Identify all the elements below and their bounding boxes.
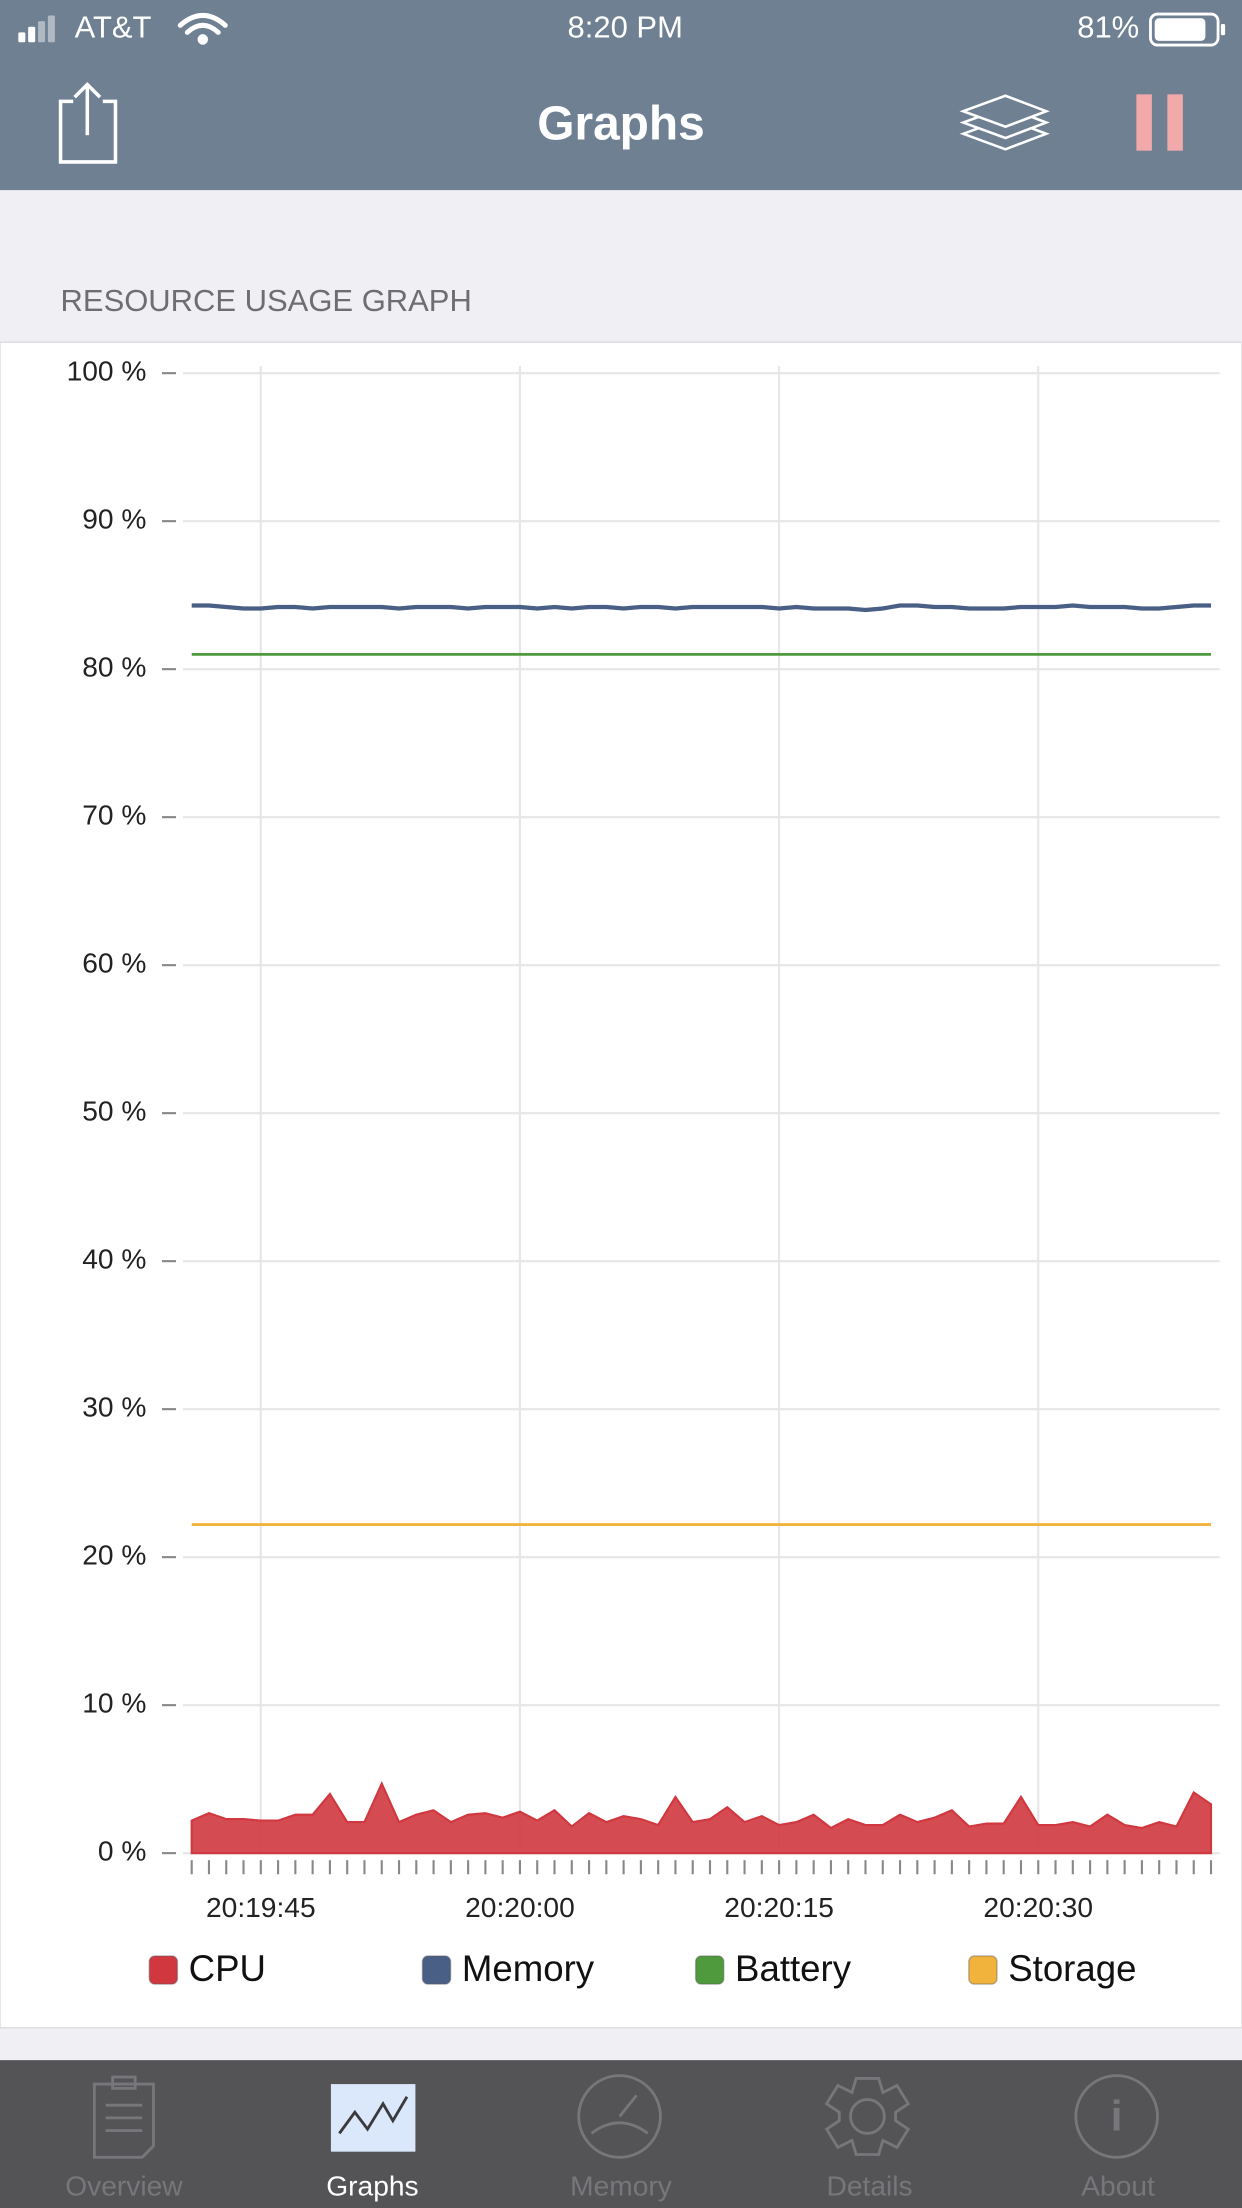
y-tick-label: 70 %	[82, 800, 146, 831]
pause-button[interactable]	[1136, 94, 1183, 151]
tab-label[interactable]: Overview	[65, 2171, 183, 2202]
carrier: AT&T	[75, 10, 152, 45]
y-tick-label: 100 %	[67, 356, 147, 387]
y-tick-label: 90 %	[82, 504, 146, 535]
tab-label[interactable]: About	[1081, 2171, 1155, 2202]
x-tick-label: 20:19:45	[206, 1892, 316, 1923]
share-button[interactable]	[58, 82, 118, 164]
chart: 0 % 10 % 20 % 30 % 40 % 50 % 60 % 70 % 80 % 90 % 1…	[67, 356, 1220, 1989]
tab-bar	[0, 2060, 1242, 2208]
nav-title: Graphs	[537, 97, 705, 150]
legend-swatch	[421, 1955, 452, 1985]
legend-label: CPU	[189, 1948, 266, 1989]
graphs-tab-icon	[338, 2096, 409, 2135]
tab-label[interactable]: Graphs	[326, 2171, 418, 2202]
legend-swatch	[694, 1955, 725, 1985]
x-tick-label: 20:20:30	[983, 1892, 1093, 1923]
battery-icon	[1149, 12, 1226, 47]
signal-icon	[18, 15, 55, 43]
legend-label: Battery	[735, 1948, 852, 1989]
legend-label: Storage	[1008, 1948, 1136, 1989]
legend-swatch	[968, 1955, 998, 1985]
y-tick-label: 20 %	[82, 1540, 146, 1571]
cpu-area	[190, 1781, 1213, 1855]
legend-label: Memory	[462, 1948, 595, 1989]
tab-label[interactable]: Memory	[570, 2171, 673, 2202]
chart-card	[0, 341, 1242, 2029]
wifi-icon	[177, 13, 228, 45]
y-tick-label: 80 %	[82, 652, 146, 683]
y-tick-label: 60 %	[82, 948, 146, 979]
series-line	[191, 603, 1212, 613]
y-tick-label: 30 %	[82, 1392, 146, 1423]
y-tick-label: 40 %	[82, 1244, 146, 1275]
x-tick-label: 20:20:15	[724, 1892, 834, 1923]
tab-labels: Overview Graphs Memory Details About	[65, 2171, 1155, 2202]
y-tick-label: 50 %	[82, 1096, 146, 1127]
about-icon: i	[1111, 2092, 1123, 2139]
nav-background	[0, 0, 1242, 191]
y-tick-label: 10 %	[82, 1688, 146, 1719]
y-tick-label: 0 %	[98, 1836, 147, 1867]
x-tick-label: 20:20:00	[465, 1892, 575, 1923]
clock: 8:20 PM	[568, 10, 683, 45]
tab-icons	[92, 2074, 1159, 2159]
layers-button[interactable]	[959, 94, 1050, 151]
legend-swatch	[148, 1955, 179, 1985]
battery-percent: 81%	[1077, 10, 1139, 45]
tab-label[interactable]: Details	[827, 2171, 913, 2202]
section-title: RESOURCE USAGE GRAPH	[61, 283, 472, 318]
